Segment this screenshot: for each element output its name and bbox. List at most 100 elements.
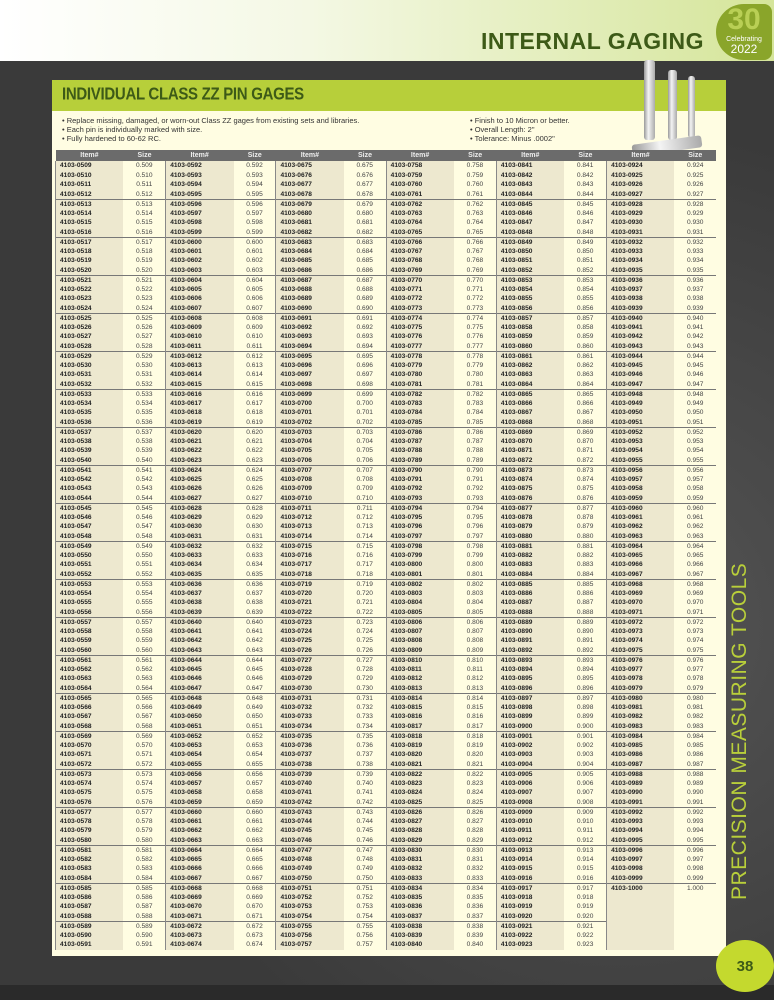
item-number: 4103-0590 [55,930,124,940]
size-value: 0.519 [136,257,153,265]
item-number: 4103-0668 [165,882,234,893]
item-number: 4103-0767 [385,246,454,256]
item-number: 4103-0634 [165,560,234,570]
size-value: 0.801 [466,570,484,578]
size-value: 0.970 [686,599,704,607]
item-number: 4103-0632 [165,540,234,551]
item-number: 4103-0895 [495,674,565,684]
item-number: 4103-0756 [275,930,344,940]
item-number: 4103-0826 [385,806,454,817]
size-value: 0.857 [564,312,607,323]
item-number: 4103-0984 [606,730,675,741]
size-value: 0.750 [356,874,373,882]
size-value: 0.597 [246,209,263,217]
size-value: 0.700 [356,399,373,407]
table-row: 4103-0534 0.534 4103-0617 0.617 4103-0700 0.7… [55,398,717,408]
size-value: 0.967 [686,570,704,578]
table-row: 4103-0517 0.517 4103-0600 0.600 4103-0683 0.6… [55,236,716,247]
size-value: 0.966 [686,561,704,569]
table-row: 4103-0541 0.541 4103-0624 0.624 4103-0707 0.7… [55,464,716,475]
item-number: 4103-0630 [165,522,234,532]
size-value: 0.979 [686,684,704,692]
item-number: 4103-0560 [55,645,124,655]
table-row: 4103-0531 0.531 4103-0614 0.614 4103-0697 0.6… [55,370,717,380]
size-value: 0.698 [356,380,373,388]
size-value: 0.524 [136,304,153,312]
size-value: 0.779 [466,361,484,369]
size-value: 0.903 [576,751,594,759]
item-number: 4103-0604 [165,274,234,285]
table-row: 4103-0523 0.523 4103-0606 0.606 4103-0689 0.6… [55,294,717,304]
item-number: 4103-0666 [165,864,234,874]
item-number: 4103-0585 [55,882,124,893]
item-number: 4103-0629 [165,512,234,522]
item-number: 4103-0681 [275,218,344,228]
table-row: 4103-0549 0.549 4103-0632 0.632 4103-0715 0.7… [55,540,716,551]
item-number: 4103-0793 [385,493,454,503]
size-value: 0.909 [564,806,607,817]
size-value: 0.934 [686,257,704,265]
size-value: 0.854 [576,285,594,293]
size-value: 0.539 [136,447,153,455]
size-value: 0.613 [246,361,263,369]
item-number: 4103-0766 [385,236,454,247]
item-number: 4103-0711 [275,502,344,513]
item-number: 4103-0812 [385,674,454,684]
item-number: 4103-0621 [165,436,234,446]
size-value: 0.528 [136,342,153,350]
item-number: 4103-0739 [275,768,344,779]
item-number: 4103-0849 [495,236,565,247]
size-value: 0.763 [466,209,484,217]
size-value: 0.547 [136,523,153,531]
size-value: 0.964 [674,540,716,551]
item-number: 4103-0879 [495,522,565,532]
size-value: 0.941 [686,323,704,331]
item-number: 4103-0830 [385,844,454,855]
size-value: 0.971 [686,608,704,616]
size-value: 0.768 [466,257,484,265]
size-value: 0.761 [466,190,484,198]
size-value: 0.798 [454,540,497,551]
item-number: 4103-0799 [385,550,454,560]
size-value: 0.776 [466,333,484,341]
item-number: 4103-0599 [165,227,234,237]
item-number: 4103-0520 [55,265,124,275]
size-value: 0.900 [576,722,594,730]
size-value: 0.742 [356,798,373,806]
item-number: 4103-0891 [495,636,565,646]
size-value: 0.901 [564,730,607,741]
item-number: 4103-0774 [385,312,454,323]
item-number: 4103-0612 [165,350,234,361]
item-number: 4103-0652 [165,730,234,741]
size-value: 0.894 [576,665,594,673]
item-number: 4103-0701 [275,408,344,418]
size-value: 0.976 [674,654,716,665]
size-value: 0.933 [686,247,704,255]
item-number: 4103-0975 [606,645,675,655]
size-value: 0.833 [466,874,484,882]
item-number: 4103-0699 [275,388,344,399]
item-number: 4103-0543 [55,484,124,494]
size-value: 0.692 [356,323,373,331]
size-value: 0.654 [246,751,263,759]
item-number: 4103-0623 [165,455,234,465]
item-number: 4103-0977 [606,664,675,674]
table-row: 4103-0528 0.528 4103-0611 0.611 4103-0694 0.6… [55,341,717,351]
size-value: 0.640 [233,616,276,627]
table-row: 4103-0582 0.582 4103-0665 0.665 4103-0748 0.7… [55,854,717,864]
table-row: 4103-0520 0.520 4103-0603 0.603 4103-0686 0.6… [55,265,717,275]
table-row: 4103-0524 0.524 4103-0607 0.607 4103-0690 0.6… [55,303,717,313]
item-number: 4103-0615 [165,379,234,389]
item-number: 4103-0896 [495,683,565,693]
size-value [674,940,716,950]
item-number: 4103-0654 [165,750,234,760]
item-number: 4103-0517 [55,236,124,247]
item-number: 4103-0853 [495,274,565,285]
table-row: 4103-0555 0.555 4103-0638 0.638 4103-0721 0.7… [55,598,717,608]
size-value: 0.754 [356,912,373,920]
item-number: 4103-0550 [55,550,124,560]
item-number: 4103-0824 [385,788,454,798]
size-value: 0.592 [246,162,263,170]
item-number: 4103-0967 [606,569,675,579]
size-value: 0.799 [466,551,484,559]
